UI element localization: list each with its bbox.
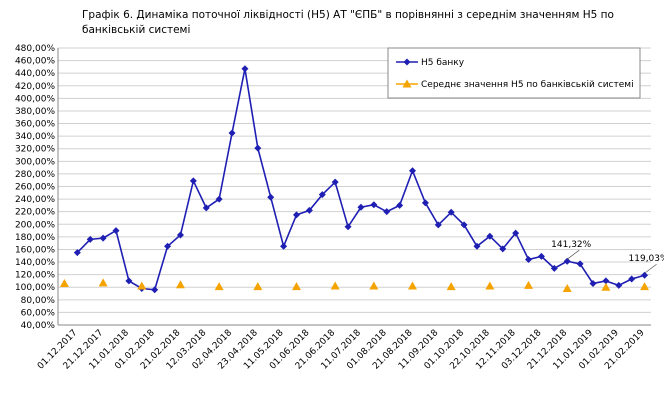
- point: [383, 208, 391, 216]
- y-tick-label: 160,00%: [15, 245, 55, 255]
- point: [59, 278, 69, 287]
- legend-marker: [402, 79, 412, 88]
- point: [434, 221, 442, 229]
- y-tick-label: 320,00%: [15, 145, 55, 155]
- point: [176, 231, 184, 239]
- y-tick-label: 120,00%: [15, 271, 55, 281]
- y-tick-label: 200,00%: [15, 220, 55, 230]
- point: [202, 204, 210, 212]
- point: [562, 283, 572, 292]
- legend-marker: [403, 58, 411, 66]
- point: [330, 281, 340, 290]
- y-tick-label: 180,00%: [15, 233, 55, 243]
- point: [563, 257, 571, 265]
- point: [460, 221, 468, 229]
- point: [446, 282, 456, 291]
- point: [486, 232, 494, 240]
- point: [189, 177, 197, 185]
- point: [253, 282, 263, 291]
- point: [512, 229, 520, 237]
- point: [331, 178, 339, 186]
- point: [86, 235, 94, 243]
- y-tick-label: 460,00%: [15, 57, 55, 67]
- point: [292, 211, 300, 219]
- y-tick-label: 220,00%: [15, 208, 55, 218]
- point: [589, 279, 597, 287]
- point: [485, 281, 495, 290]
- legend-box: [387, 47, 641, 99]
- point: [151, 286, 159, 294]
- y-tick-label: 140,00%: [15, 258, 55, 268]
- leader-line: [644, 263, 657, 274]
- point: [524, 280, 534, 289]
- point: [228, 129, 236, 137]
- y-tick-label: 100,00%: [15, 283, 55, 293]
- y-tick-label: 360,00%: [15, 120, 55, 130]
- point: [125, 277, 133, 285]
- point: [305, 206, 313, 214]
- y-tick-label: 400,00%: [15, 94, 55, 104]
- data-label: 119,03%: [629, 254, 664, 264]
- series-line: [76, 68, 645, 291]
- point: [409, 167, 417, 175]
- point: [164, 242, 172, 250]
- y-tick-label: 40,00%: [21, 321, 56, 331]
- point: [344, 223, 352, 231]
- legend-label: Н5 банку: [421, 58, 465, 68]
- y-tick-label: 240,00%: [15, 195, 55, 205]
- point: [576, 260, 584, 268]
- point: [525, 256, 533, 264]
- point: [550, 264, 558, 272]
- point: [254, 144, 262, 152]
- y-tick-label: 80,00%: [21, 296, 56, 306]
- point: [291, 282, 301, 291]
- point: [537, 252, 545, 260]
- point: [175, 280, 185, 289]
- y-tick-label: 440,00%: [15, 69, 55, 79]
- point: [628, 275, 636, 283]
- point: [601, 282, 611, 291]
- point: [112, 227, 120, 235]
- y-tick-label: 480,00%: [15, 44, 55, 54]
- y-tick-label: 340,00%: [15, 132, 55, 142]
- point: [641, 271, 649, 279]
- point: [137, 281, 147, 290]
- point: [357, 203, 365, 211]
- point: [318, 191, 326, 199]
- legend-label: Середнє значення Н5 по банківській систе…: [421, 80, 634, 90]
- point: [408, 281, 418, 290]
- point: [447, 208, 455, 216]
- point: [215, 195, 223, 203]
- point: [640, 282, 650, 291]
- point: [602, 277, 610, 285]
- point: [280, 242, 288, 250]
- point: [267, 193, 275, 201]
- y-tick-label: 260,00%: [15, 183, 55, 193]
- leader-line: [566, 249, 580, 260]
- point: [73, 249, 81, 257]
- y-tick-label: 420,00%: [15, 82, 55, 92]
- point: [421, 199, 429, 207]
- y-tick-label: 60,00%: [21, 308, 56, 318]
- point: [396, 201, 404, 209]
- point: [615, 281, 623, 289]
- point: [241, 65, 249, 73]
- point: [473, 242, 481, 250]
- point: [99, 234, 107, 242]
- point: [369, 281, 379, 290]
- y-tick-label: 380,00%: [15, 107, 55, 117]
- point: [499, 245, 507, 253]
- point: [98, 278, 108, 287]
- point: [370, 201, 378, 209]
- y-tick-label: 300,00%: [15, 157, 55, 167]
- y-tick-label: 280,00%: [15, 170, 55, 180]
- chart-title: Графік 6. Динаміка поточної ліквідності …: [82, 9, 614, 36]
- data-label: 141,32%: [551, 240, 591, 250]
- point: [214, 282, 224, 291]
